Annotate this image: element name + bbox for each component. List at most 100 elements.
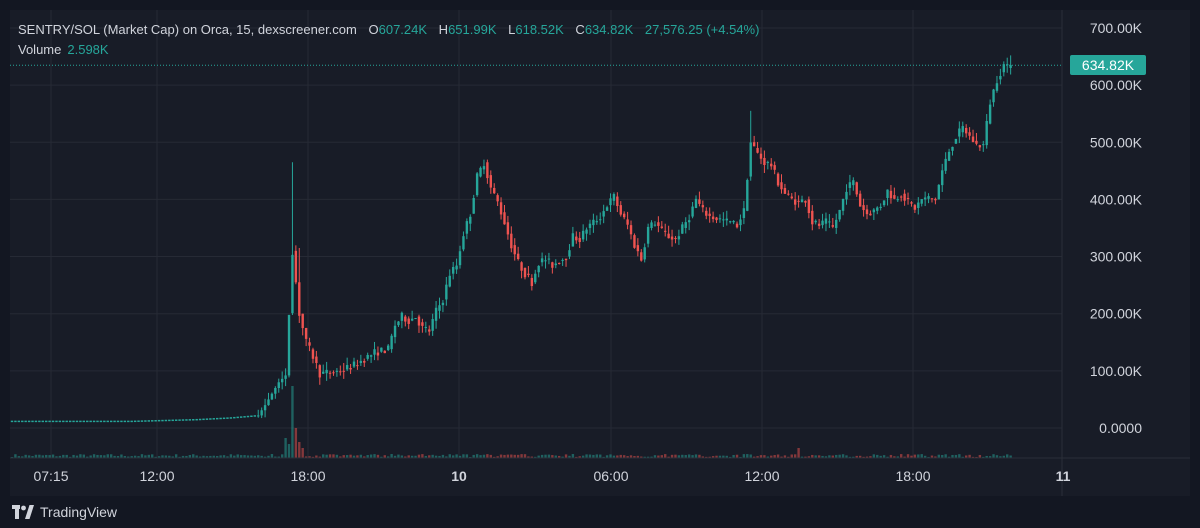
candle xyxy=(277,382,280,388)
volume-bar xyxy=(127,456,130,458)
volume-bar xyxy=(677,455,681,458)
volume-bar xyxy=(776,454,780,458)
candle xyxy=(575,236,578,241)
volume-bar xyxy=(845,455,848,458)
volume-bar xyxy=(185,455,188,458)
candle xyxy=(790,196,793,199)
candle xyxy=(711,216,715,220)
volume-bar xyxy=(958,454,961,458)
candle xyxy=(807,199,811,214)
volume-bar xyxy=(24,454,27,458)
volume-bar xyxy=(209,455,212,458)
candle xyxy=(824,218,828,224)
volume-bar xyxy=(694,454,698,458)
tradingview-logo[interactable]: TradingView xyxy=(12,503,117,521)
candle xyxy=(749,142,752,177)
candle xyxy=(342,370,345,372)
candle xyxy=(451,267,455,274)
candle xyxy=(756,147,759,153)
candle xyxy=(27,420,31,423)
candle xyxy=(489,175,492,188)
volume-bar xyxy=(793,454,797,458)
candle xyxy=(770,163,773,167)
candle xyxy=(828,221,831,223)
volume-bar xyxy=(219,455,222,458)
volume-bar xyxy=(120,454,123,458)
volume-bar xyxy=(243,455,246,458)
candle xyxy=(783,187,787,194)
volume-bar xyxy=(756,456,759,458)
candle xyxy=(41,420,44,423)
low-label: L xyxy=(508,22,516,37)
tradingview-logo-text: TradingView xyxy=(40,504,118,520)
candle xyxy=(89,420,92,423)
volume-bar xyxy=(585,454,588,458)
candle xyxy=(181,419,185,421)
volume-bar xyxy=(684,454,687,458)
volume-bar xyxy=(164,455,168,458)
volume-bar xyxy=(547,454,551,458)
candle xyxy=(428,329,431,332)
y-tick-label: 300.00K xyxy=(1090,249,1143,265)
candle xyxy=(291,254,294,314)
y-tick-label: 200.00K xyxy=(1090,306,1143,322)
y-tick-label: 400.00K xyxy=(1090,191,1143,207)
volume-bar xyxy=(701,456,705,458)
candle xyxy=(253,415,257,417)
volume-bar xyxy=(787,456,790,458)
candle xyxy=(280,378,284,383)
volume-bar xyxy=(400,455,404,458)
volume-bar xyxy=(257,455,260,458)
volume-bar xyxy=(636,455,640,458)
volume-bar xyxy=(373,454,376,458)
candle xyxy=(178,419,181,421)
volume-bar xyxy=(103,455,106,458)
x-tick-label: 10 xyxy=(451,468,467,484)
volume-bar xyxy=(202,455,205,458)
volume-bar xyxy=(876,454,879,458)
candle xyxy=(226,417,229,419)
candle xyxy=(817,223,821,226)
volume-bar xyxy=(510,454,513,458)
close-value: 634.82K xyxy=(584,22,634,37)
volume-bar xyxy=(38,454,41,458)
candle xyxy=(345,365,349,370)
candle xyxy=(930,198,934,200)
y-axis[interactable]: 0.0000 100.00K 200.00K 300.00K 400.00K 500.00… xyxy=(1061,10,1143,496)
volume-bar xyxy=(82,454,86,458)
volume-bar xyxy=(879,455,882,458)
candle xyxy=(106,420,109,423)
volume-bar xyxy=(277,456,280,458)
volume-bar xyxy=(298,442,301,458)
candle xyxy=(140,420,144,422)
volume-bar xyxy=(352,455,356,458)
candle xyxy=(301,313,304,329)
volume-label: Volume xyxy=(18,42,62,57)
candle xyxy=(434,307,438,321)
footer-bar xyxy=(0,496,1200,528)
volume-bar xyxy=(766,456,770,458)
volume-bar xyxy=(260,455,263,458)
candle xyxy=(161,419,164,422)
candle xyxy=(219,417,222,420)
candle xyxy=(469,216,472,224)
candle xyxy=(913,205,917,210)
volume-bar xyxy=(366,455,369,458)
volume-bar xyxy=(650,456,653,458)
candle xyxy=(701,205,705,208)
candle xyxy=(687,220,691,223)
candle xyxy=(838,209,841,220)
candle xyxy=(103,420,106,423)
candle xyxy=(130,420,133,423)
x-axis[interactable]: 07:15 12:00 18:00 10 06:00 12:00 18:00 11 xyxy=(10,457,1190,484)
volume-bar xyxy=(72,454,75,458)
volume-bar xyxy=(599,454,602,458)
volume-bar xyxy=(414,455,417,458)
change-value: 27,576.25 (+4.54%) xyxy=(644,22,760,37)
symbol-title[interactable]: SENTRY/SOL (Market Cap) on Orca, 15, dex… xyxy=(18,22,357,37)
volume-bar xyxy=(564,454,568,458)
candle xyxy=(75,420,79,423)
volume-bar xyxy=(263,456,267,458)
volume-bar xyxy=(451,455,455,458)
